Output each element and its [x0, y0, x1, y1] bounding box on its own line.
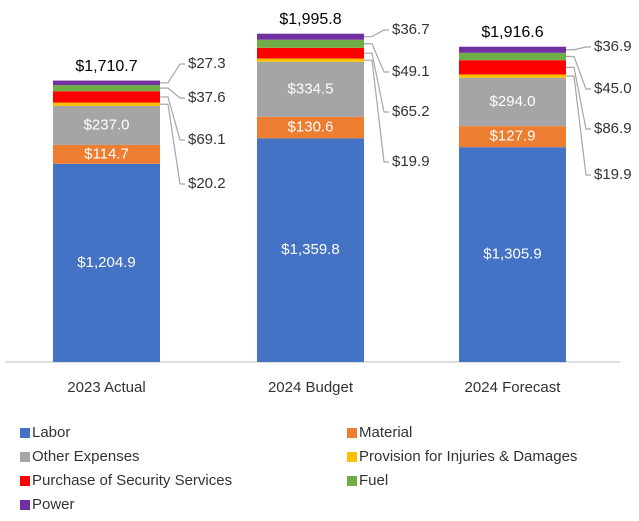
total-label: $1,710.7 — [75, 58, 137, 75]
legend-swatch — [20, 452, 30, 462]
value-label: $1,359.8 — [281, 241, 339, 258]
bar-segment — [53, 80, 160, 86]
bar-segment — [257, 47, 364, 59]
bar-segment — [53, 102, 160, 106]
bar-segment — [53, 163, 160, 362]
value-label: $1,204.9 — [77, 254, 135, 271]
value-label: $36.7 — [392, 21, 430, 38]
leader-line — [566, 55, 591, 90]
leader-line — [160, 103, 185, 185]
value-label: $37.6 — [188, 89, 226, 106]
bar-segment — [459, 74, 566, 78]
x-tick-label: 2024 Budget — [268, 379, 354, 396]
bar-segment — [459, 60, 566, 75]
total-label: $1,995.8 — [279, 11, 341, 28]
leader-line — [566, 75, 591, 176]
legend-label: Power — [32, 496, 75, 513]
value-label: $20.2 — [188, 175, 226, 192]
value-label: $65.2 — [392, 103, 430, 120]
value-label: $69.1 — [188, 131, 226, 148]
bar-segment — [459, 147, 566, 362]
bar-segment — [257, 58, 364, 62]
leader-line — [364, 29, 389, 38]
x-tick-label: 2024 Forecast — [465, 379, 562, 396]
bar-segment — [257, 138, 364, 362]
value-label: $294.0 — [490, 93, 536, 110]
leader-line — [364, 59, 389, 163]
legend-label: Provision for Injuries & Damages — [359, 448, 577, 465]
legend-label: Other Expenses — [32, 448, 140, 465]
bar-segment — [53, 105, 160, 145]
legend-label: Material — [359, 424, 412, 441]
legend-swatch — [20, 428, 30, 438]
value-label: $114.7 — [84, 145, 129, 162]
legend-label: Purchase of Security Services — [32, 472, 232, 489]
bar-segment — [53, 85, 160, 92]
legend-swatch — [347, 428, 357, 438]
value-label: $1,305.9 — [483, 246, 541, 263]
legend-label: Fuel — [359, 472, 388, 489]
legend-swatch — [347, 476, 357, 486]
leader-line — [160, 87, 185, 99]
bar-segment — [459, 46, 566, 53]
bar-segment — [459, 77, 566, 127]
bar-segment — [459, 52, 566, 61]
leader-line — [364, 43, 389, 73]
value-label: $36.9 — [594, 38, 632, 55]
leader-line — [566, 46, 591, 51]
legend-swatch — [20, 500, 30, 510]
value-label: $27.3 — [188, 55, 226, 72]
value-label: $49.1 — [392, 63, 430, 80]
x-tick-label: 2023 Actual — [67, 379, 145, 396]
bar-segment — [257, 61, 364, 117]
value-label: $45.0 — [594, 80, 632, 97]
bar-segment — [53, 144, 160, 164]
leader-line — [160, 96, 185, 141]
value-label: $130.6 — [288, 119, 334, 136]
leader-line — [364, 52, 389, 113]
value-label: $19.9 — [392, 153, 430, 170]
bar-segment — [53, 91, 160, 103]
leader-line — [566, 66, 591, 130]
value-label: $334.5 — [288, 80, 334, 97]
legend-swatch — [20, 476, 30, 486]
leader-line — [160, 63, 185, 84]
legend-label: Labor — [32, 424, 70, 441]
value-label: $19.9 — [594, 166, 632, 183]
value-label: $86.9 — [594, 120, 632, 137]
total-label: $1,916.6 — [481, 24, 543, 41]
bar-segment — [257, 116, 364, 139]
bar-segment — [459, 126, 566, 148]
value-label: $127.9 — [490, 128, 536, 145]
value-label: $237.0 — [84, 116, 130, 133]
bar-segment — [257, 39, 364, 48]
legend-swatch — [347, 452, 357, 462]
bar-segment — [257, 33, 364, 40]
